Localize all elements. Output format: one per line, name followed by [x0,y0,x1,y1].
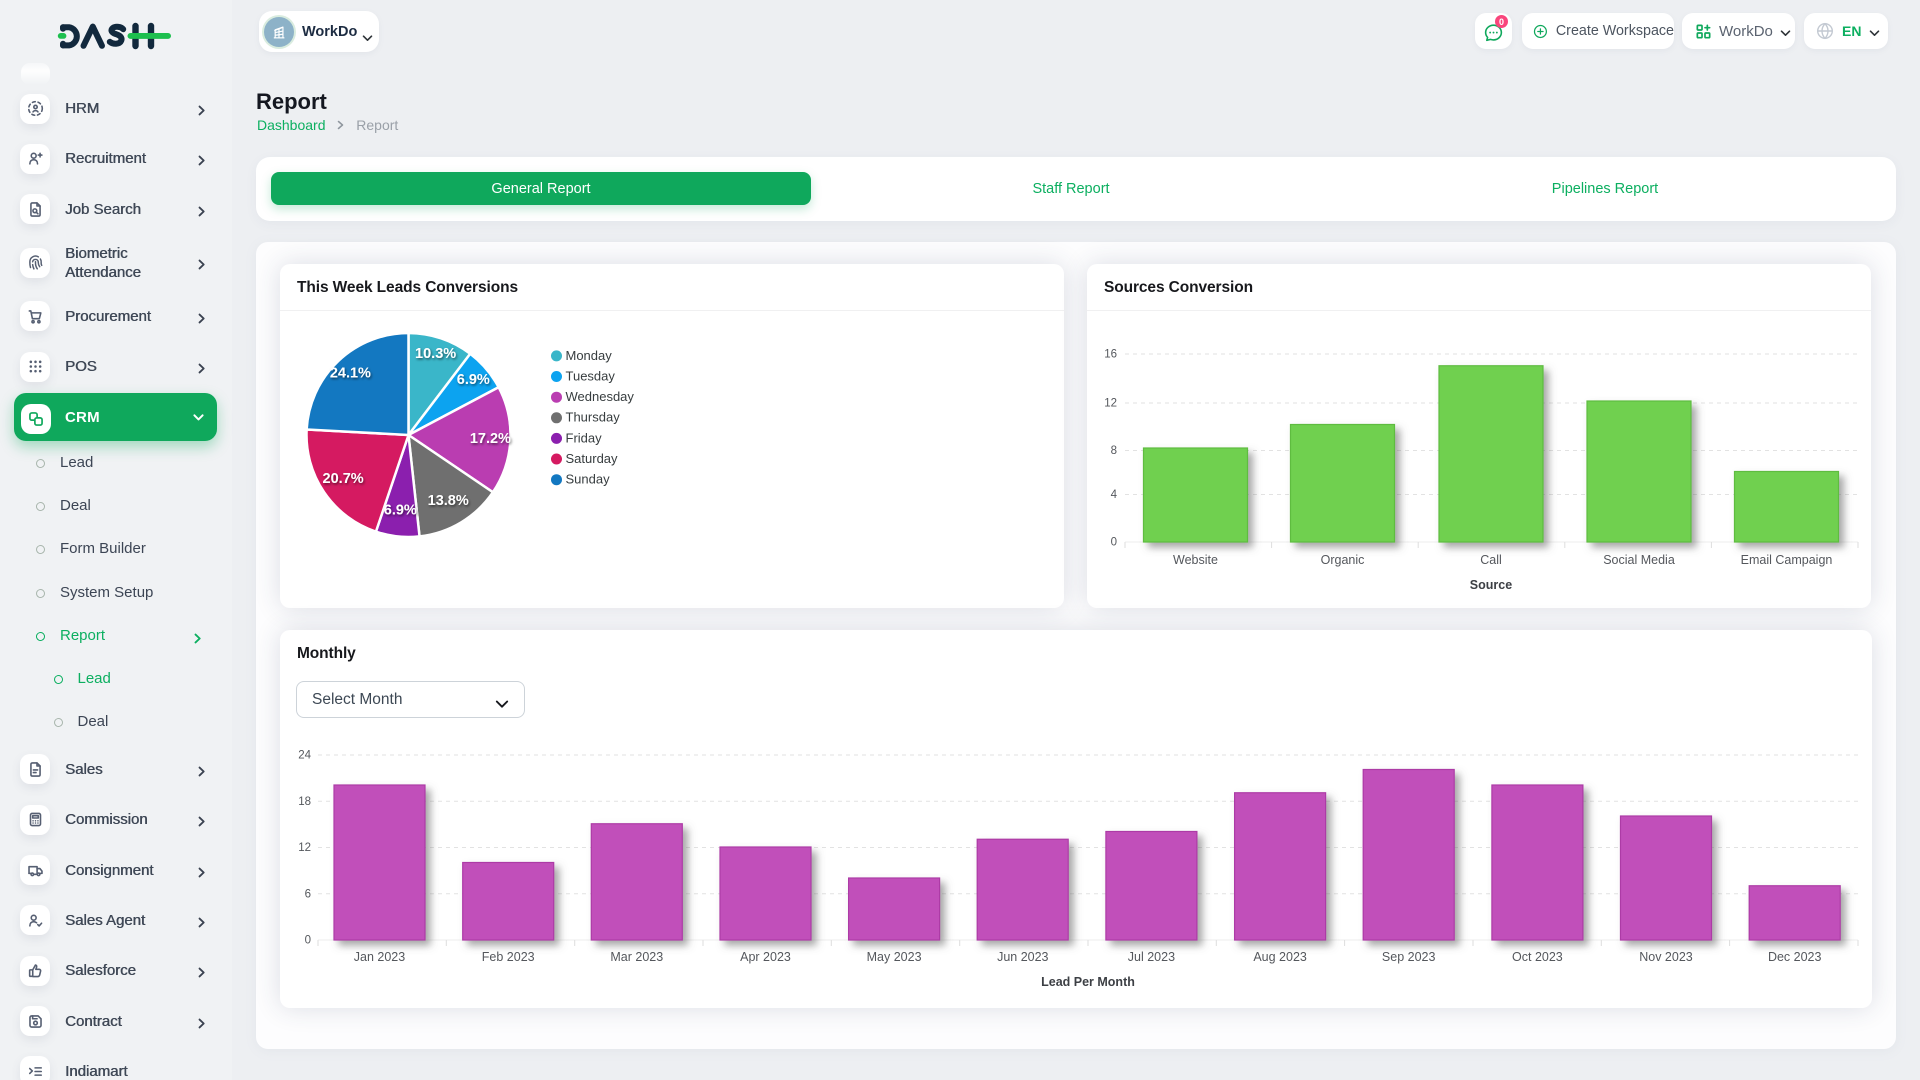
svg-text:0: 0 [305,935,311,947]
svg-text:6: 6 [305,888,311,900]
svg-text:18: 18 [298,796,311,808]
svg-text:16: 16 [1104,349,1117,361]
svg-text:Apr 2023: Apr 2023 [740,950,791,964]
svg-text:24: 24 [298,750,311,762]
svg-text:Social Media: Social Media [1603,553,1675,567]
svg-text:Monday: Monday [566,348,613,363]
svg-text:Dec 2023: Dec 2023 [1768,950,1822,964]
svg-text:0: 0 [1111,537,1117,549]
svg-text:Sunday: Sunday [566,472,611,487]
svg-text:12: 12 [1104,398,1117,410]
svg-text:4: 4 [1111,489,1118,501]
svg-text:13.8%: 13.8% [428,493,469,509]
svg-text:Website: Website [1173,553,1218,567]
svg-text:Feb 2023: Feb 2023 [482,950,535,964]
svg-text:6.9%: 6.9% [457,372,490,388]
svg-text:Nov 2023: Nov 2023 [1639,950,1693,964]
svg-text:Call: Call [1480,553,1502,567]
svg-text:Saturday: Saturday [566,451,619,466]
svg-text:8: 8 [1111,445,1117,457]
svg-text:Email Campaign: Email Campaign [1741,553,1833,567]
svg-text:Friday: Friday [566,430,603,445]
svg-text:Jan 2023: Jan 2023 [354,950,405,964]
svg-text:10.3%: 10.3% [415,346,456,362]
svg-text:20.7%: 20.7% [323,471,364,487]
svg-text:May 2023: May 2023 [867,950,922,964]
svg-text:Aug 2023: Aug 2023 [1253,950,1307,964]
svg-text:Tuesday: Tuesday [566,368,616,383]
svg-text:Sep 2023: Sep 2023 [1382,950,1436,964]
svg-text:17.2%: 17.2% [470,431,511,447]
svg-text:Thursday: Thursday [566,410,621,425]
svg-text:Wednesday: Wednesday [566,389,635,404]
svg-text:6.9%: 6.9% [384,502,417,518]
svg-text:Jul 2023: Jul 2023 [1128,950,1175,964]
svg-text:Source: Source [1470,578,1512,592]
svg-text:Jun 2023: Jun 2023 [997,950,1048,964]
svg-text:12: 12 [298,842,311,854]
svg-text:Lead Per Month: Lead Per Month [1041,975,1135,989]
svg-text:Oct 2023: Oct 2023 [1512,950,1563,964]
svg-text:Organic: Organic [1321,553,1365,567]
svg-text:24.1%: 24.1% [330,366,371,382]
svg-text:Mar 2023: Mar 2023 [610,950,663,964]
